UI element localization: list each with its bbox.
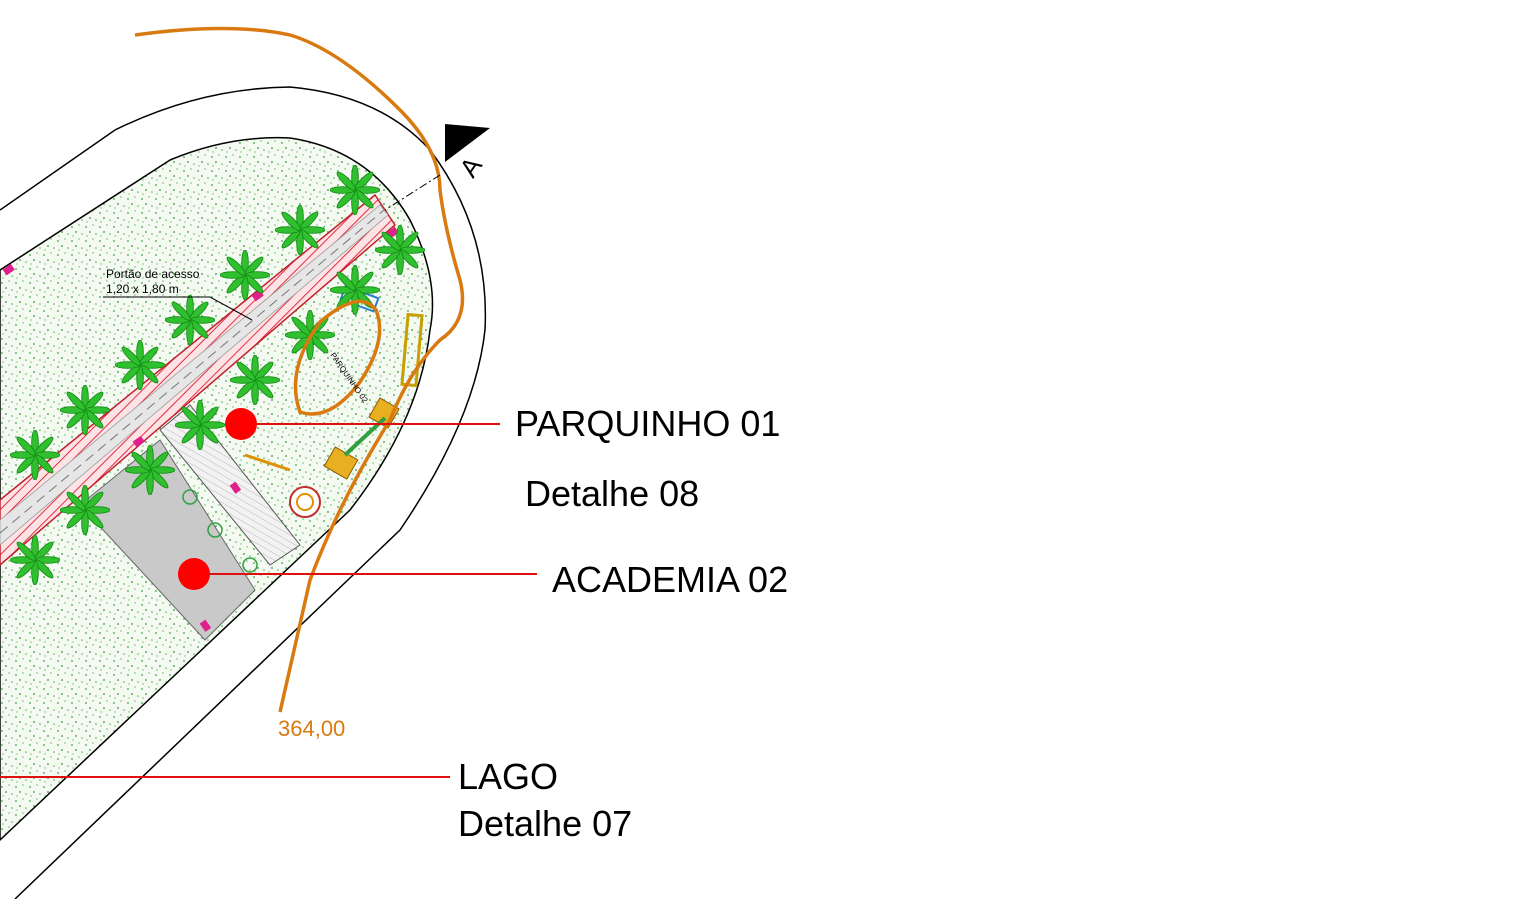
callout-dot [225, 408, 257, 440]
callout-dot [178, 558, 210, 590]
page: 364,00 A Portão de acesso 1,20 x 1,80 m … [0, 0, 1526, 899]
site-plan: 364,00 A Portão de acesso 1,20 x 1,80 m … [0, 0, 1526, 899]
gate-title: Portão de acesso [106, 267, 200, 281]
section-line [385, 175, 440, 210]
section-label: A [453, 151, 488, 183]
callout-title: LAGO [458, 756, 558, 797]
callout-title: ACADEMIA 02 [552, 559, 788, 600]
contour-label: 364,00 [278, 716, 345, 741]
callout-detail: Detalhe 07 [458, 803, 632, 844]
callout-title: PARQUINHO 01 [515, 403, 780, 444]
gate-size: 1,20 x 1,80 m [106, 282, 179, 296]
callout-detail: Detalhe 08 [525, 473, 699, 514]
